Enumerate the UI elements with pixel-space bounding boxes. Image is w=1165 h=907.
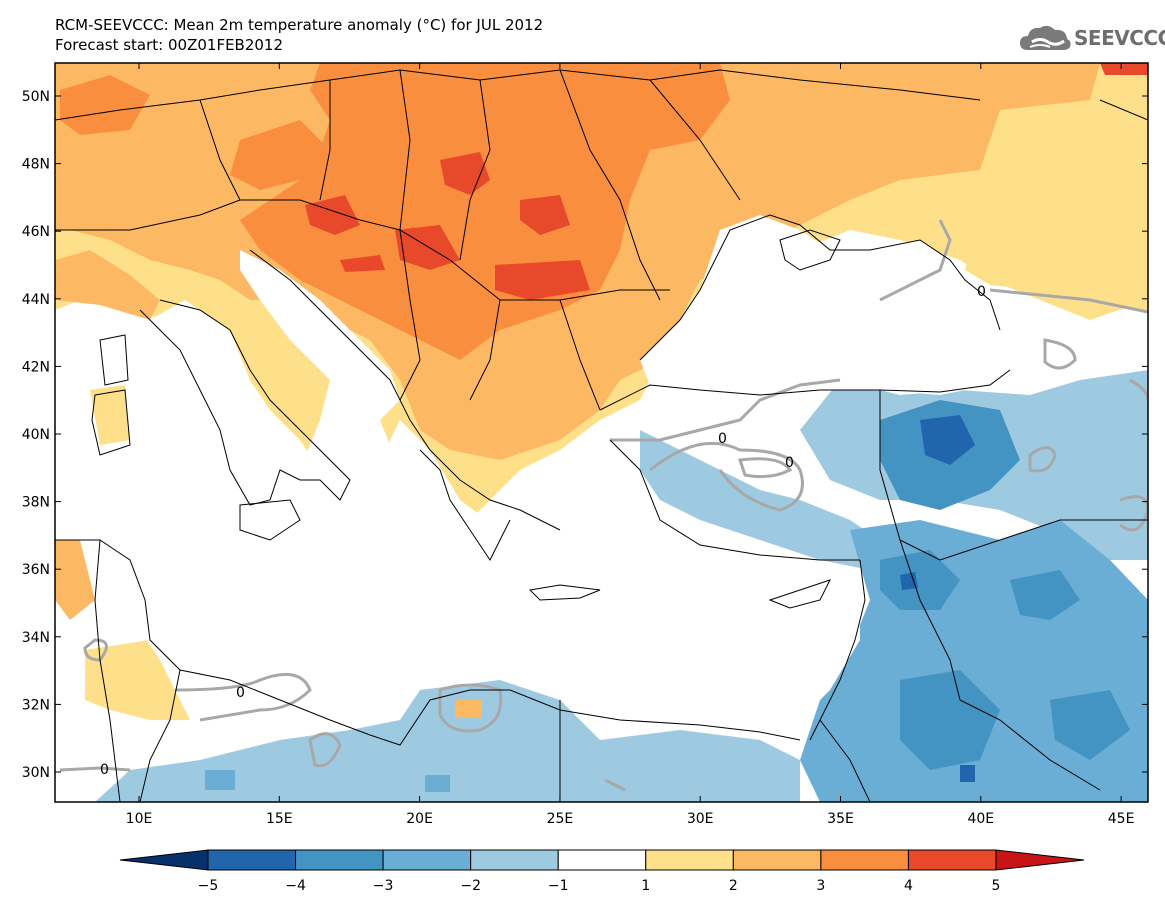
colorbar-box [732,849,822,871]
colorbar-label: −3 [373,878,394,894]
colorbar-box [207,849,297,871]
cloud-icon [1020,25,1071,50]
contour-label: 0 [785,455,794,471]
colorbar-label: 1 [641,878,650,894]
seevccc-logo: SEEVCCC [1018,22,1165,54]
contour-label: 0 [977,284,986,300]
lat-label: 38N [22,495,50,511]
lat-label: 48N [22,157,50,173]
colorbar-box [295,849,384,871]
longitude-axis: 10E 15E 20E 25E 30E 35E 40E 45E [126,63,1135,827]
lon-label: 35E [827,811,854,827]
contour-label: 0 [100,762,109,778]
colorbar-label: 2 [729,878,738,894]
colorbar-label: 3 [816,878,825,894]
lat-label: 46N [22,224,50,240]
zero-contours [59,219,1148,792]
lon-label: 30E [687,811,714,827]
colorbar: −5 −4 −3 −2 −1 1 2 3 4 5 [119,849,1085,894]
colorbar-max-arrow [995,849,1085,871]
colorbar-box [470,849,559,871]
colorbar-box [820,849,909,871]
colorbar-label: −1 [548,878,569,894]
forecast-start-label: Forecast start: 00Z01FEB2012 [55,36,284,54]
contour-label: 0 [236,685,245,701]
colorbar-min-arrow [119,849,209,871]
colorbar-label: −2 [460,878,481,894]
lat-label: 36N [22,562,50,578]
lat-label: 44N [22,292,50,308]
latitude-axis: 50N 48N 46N 44N 42N 40N 38N 36N 34N 32N 30N [22,89,1148,781]
colorbar-box [645,849,734,871]
colorbar-label: −5 [198,878,219,894]
lat-label: 42N [22,359,50,375]
lon-label: 20E [406,811,433,827]
lon-label: 15E [266,811,293,827]
colorbar-box [557,849,647,871]
boundaries [55,69,1148,802]
colorbar-box [907,849,997,871]
lat-label: 34N [22,630,50,646]
lat-label: 30N [22,765,50,781]
map-field [55,63,1148,802]
lon-label: 45E [1108,811,1135,827]
contour-label: 0 [718,431,727,447]
lon-label: 10E [126,811,153,827]
logo-text: SEEVCCC [1074,26,1165,50]
colorbar-label: 5 [992,878,1001,894]
lon-label: 40E [967,811,994,827]
lat-label: 50N [22,89,50,105]
colorbar-label: −4 [285,878,306,894]
lat-label: 40N [22,427,50,443]
lon-label: 25E [547,811,574,827]
contour-labels: 0 0 0 0 0 [100,284,986,778]
lat-label: 32N [22,697,50,713]
colorbar-box [382,849,472,871]
colorbar-label: 4 [904,878,913,894]
map-title: RCM-SEEVCCC: Mean 2m temperature anomaly… [55,16,544,34]
